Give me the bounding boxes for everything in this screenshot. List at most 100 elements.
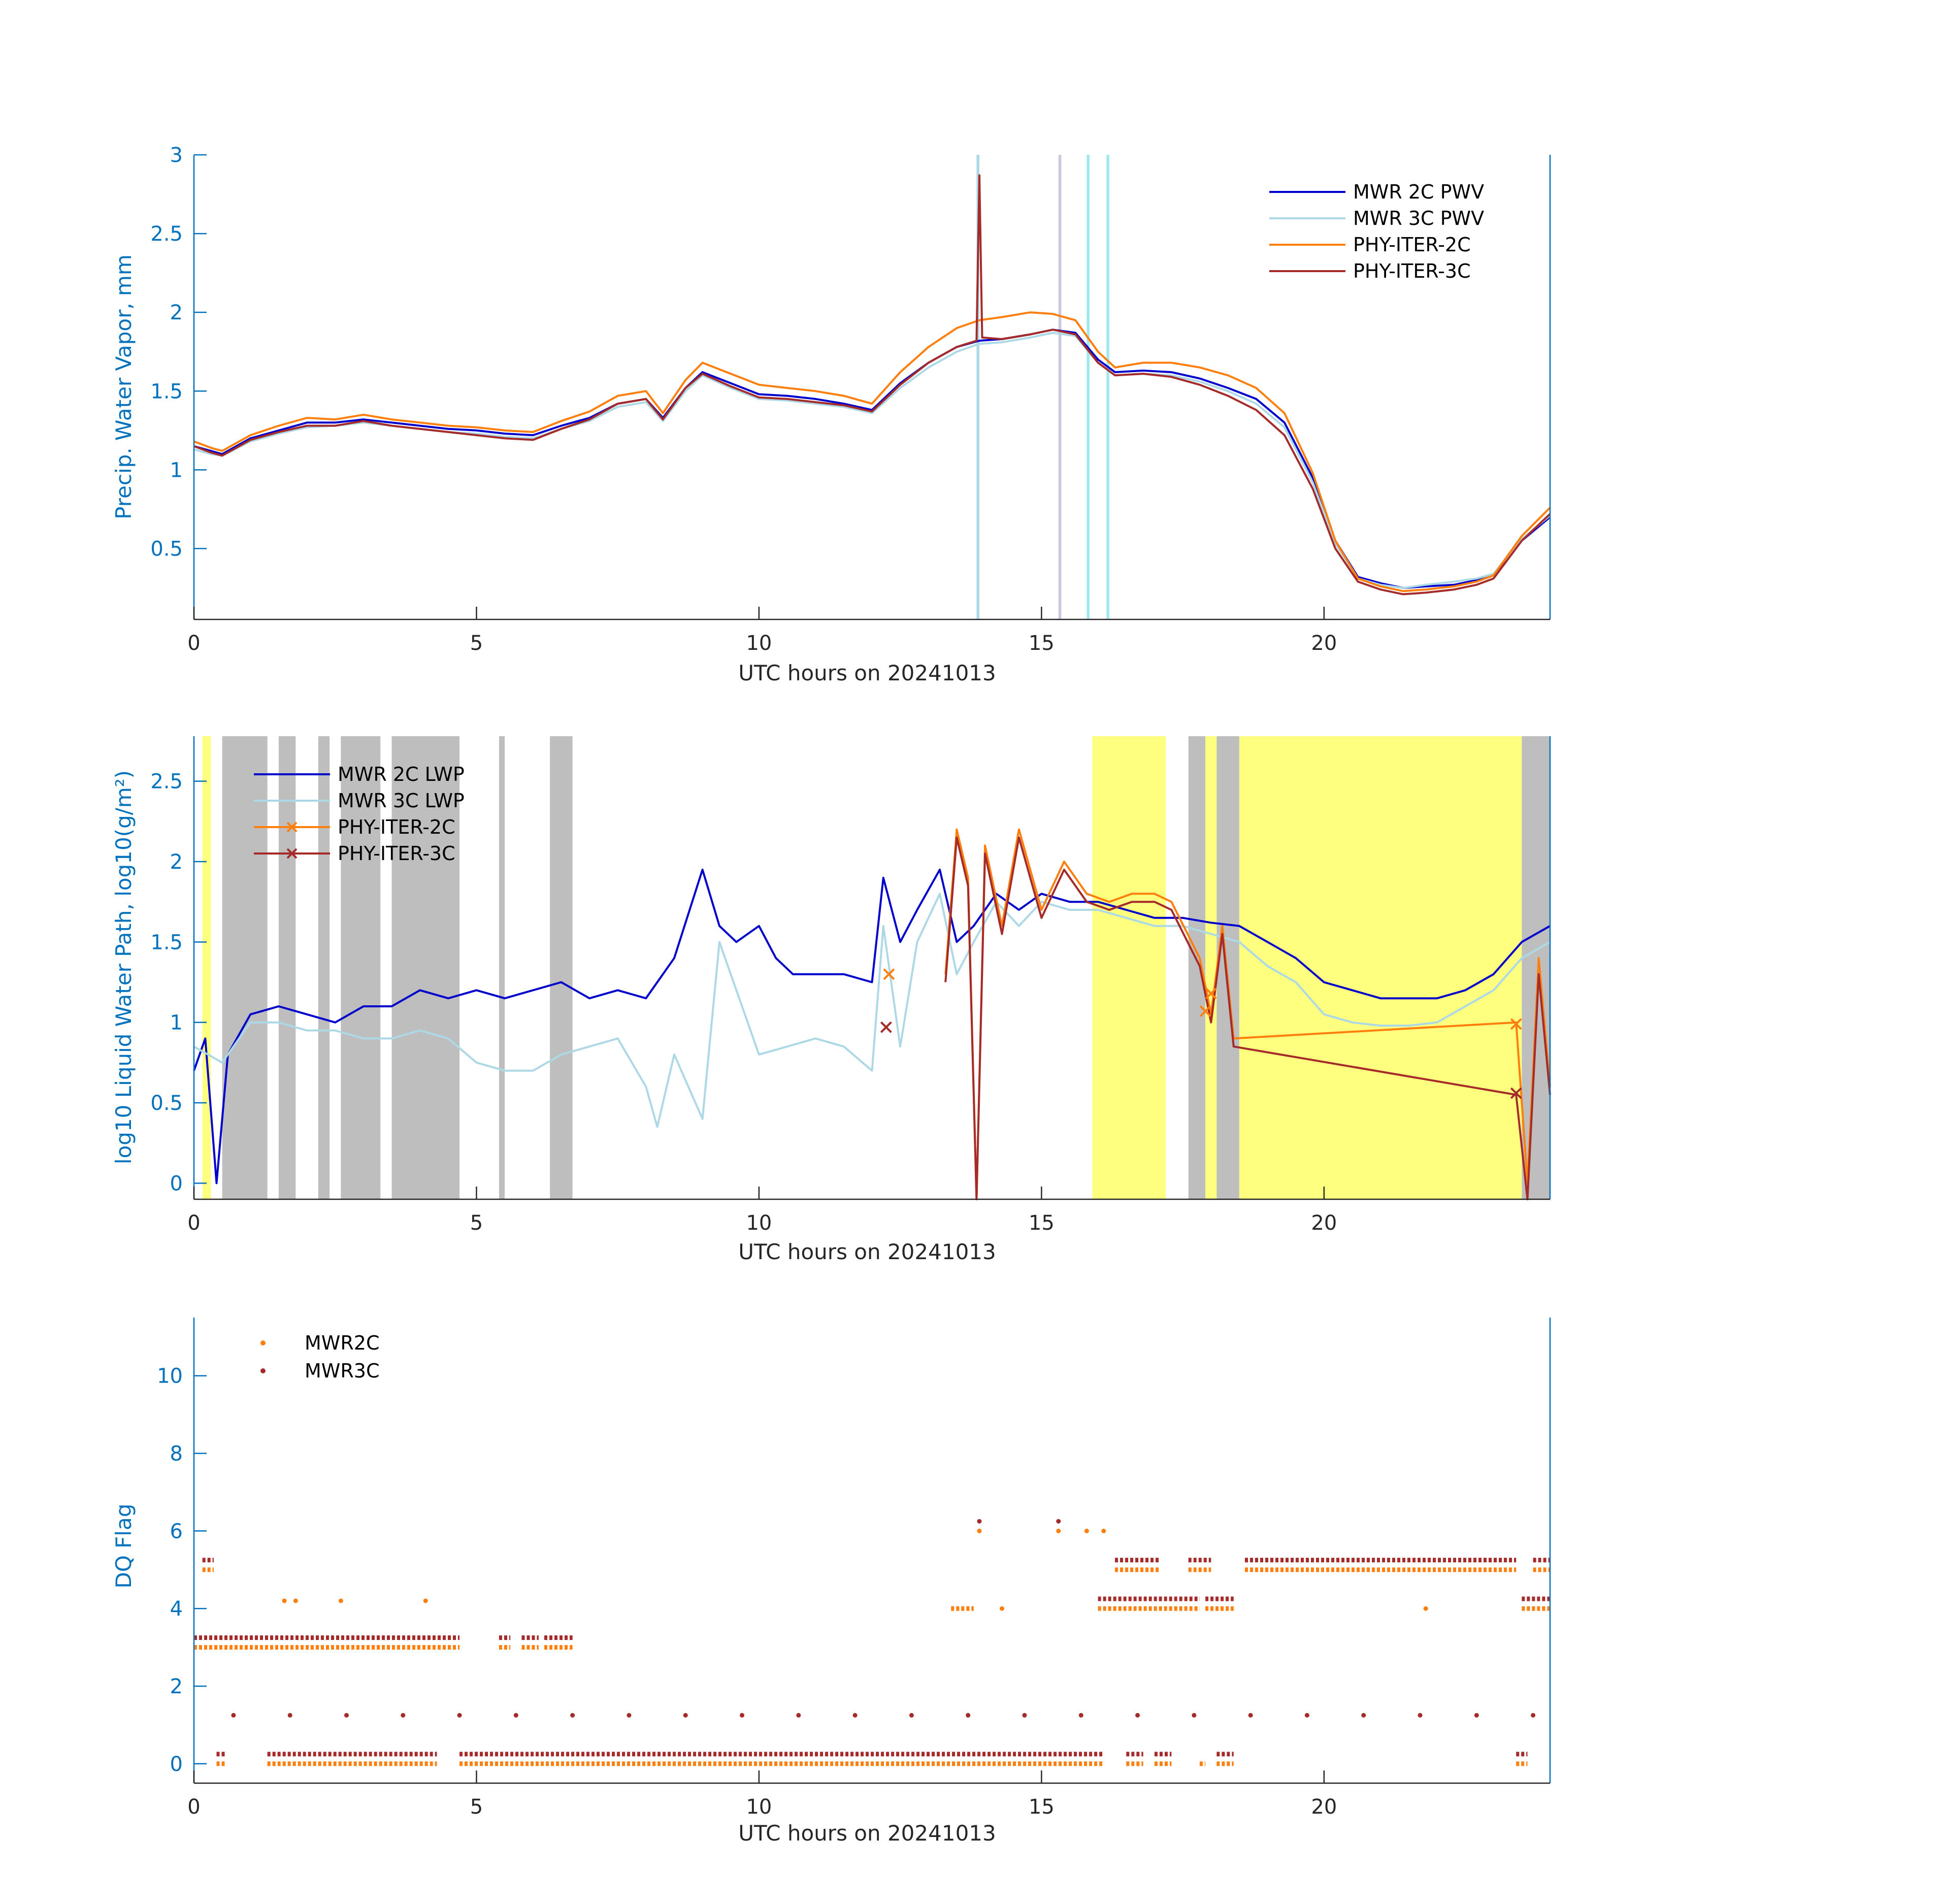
pwv-axes: 0.5 1 1.5 2 2.5 3 0 5 10 15 20 <box>150 144 1551 655</box>
dq-point <box>740 1713 745 1718</box>
dq-series <box>194 1519 1550 1766</box>
x-tick-label: 15 <box>1029 1795 1055 1819</box>
dq-point <box>1248 1713 1253 1718</box>
background-band <box>202 736 211 1199</box>
dq-point <box>1474 1713 1479 1718</box>
dq-point <box>627 1713 632 1718</box>
x-tick-label: 10 <box>746 1211 772 1235</box>
series-line <box>193 868 1551 1185</box>
y-tick-label: 1 <box>170 458 183 482</box>
legend-label: PHY-ITER-2C <box>338 816 455 838</box>
background-band <box>341 736 381 1199</box>
x-tick-label: 10 <box>746 1795 772 1819</box>
dq-flag-panel: 0 2 4 6 8 10 0 5 10 15 20 UTC hours on 20241013 DQ… <box>111 1318 1551 1846</box>
y-tick-label: 2 <box>170 301 183 324</box>
y-tick-label: 1 <box>170 1011 183 1035</box>
x-tick-label: 20 <box>1311 632 1337 655</box>
dq-point <box>1304 1713 1309 1718</box>
lwp-x-axis-label: UTC hours on 20241013 <box>738 1239 996 1264</box>
dq-point <box>457 1713 462 1718</box>
legend-item: PHY-ITER-3C <box>1269 260 1471 282</box>
y-tick-label: 0.5 <box>150 1092 183 1115</box>
background-band <box>222 736 268 1199</box>
x-tick-label: 20 <box>1311 1795 1337 1819</box>
x-tick-label: 15 <box>1029 1211 1055 1235</box>
dq-point <box>1056 1519 1061 1524</box>
pwv-panel: 0.5 1 1.5 2 2.5 3 0 5 10 15 20 UTC hours on 202410… <box>111 144 1551 685</box>
background-band <box>1188 736 1206 1199</box>
background-band <box>391 736 460 1199</box>
legend-label: PHY-ITER-2C <box>1353 234 1471 256</box>
dq-point <box>683 1713 688 1718</box>
dq-axes: 0 2 4 6 8 10 0 5 10 15 20 <box>157 1318 1551 1819</box>
dq-point <box>1361 1713 1366 1718</box>
dq-point <box>1078 1713 1083 1718</box>
series-line <box>193 311 1551 593</box>
dq-point <box>231 1713 236 1718</box>
x-marker <box>1510 1087 1522 1099</box>
dq-point <box>852 1713 858 1718</box>
dq-point <box>1135 1713 1140 1718</box>
dq-point <box>344 1713 349 1718</box>
background-band <box>1522 736 1550 1199</box>
dq-point <box>570 1713 575 1718</box>
lwp-background-bands <box>202 736 1550 1199</box>
dq-point <box>977 1528 982 1533</box>
dq-point <box>1101 1528 1106 1533</box>
dq-point <box>796 1713 801 1718</box>
pwv-y-axis-label: Precip. Water Vapor, mm <box>111 254 136 519</box>
series-line <box>193 174 1551 596</box>
legend-item: MWR 3C PWV <box>1269 207 1484 229</box>
legend-item: PHY-ITER-2C <box>1269 234 1471 256</box>
dq-point <box>1022 1713 1027 1718</box>
x-marker <box>880 1021 892 1033</box>
background-band <box>278 736 296 1199</box>
dq-point <box>1423 1606 1428 1611</box>
y-tick-label: 1.5 <box>150 380 183 403</box>
x-tick-label: 0 <box>187 1795 200 1819</box>
dq-point <box>287 1713 292 1718</box>
y-tick-label: 2 <box>170 1675 183 1698</box>
y-tick-label: 2.5 <box>150 770 183 794</box>
background-band <box>550 736 573 1199</box>
background-band <box>1087 155 1090 619</box>
x-tick-label: 10 <box>746 632 772 655</box>
legend-label: MWR3C <box>305 1360 379 1382</box>
legend-label: PHY-ITER-3C <box>1353 260 1471 282</box>
dq-point <box>909 1713 914 1718</box>
legend-swatch <box>260 1368 266 1373</box>
y-tick-label: 2.5 <box>150 222 183 246</box>
legend-item: MWR3C <box>260 1360 379 1382</box>
legend-item: MWR2C <box>260 1332 379 1354</box>
y-tick-label: 0 <box>170 1172 183 1195</box>
background-band <box>976 155 979 619</box>
x-marker <box>1205 988 1217 1000</box>
background-band <box>499 736 505 1199</box>
y-tick-label: 6 <box>170 1520 183 1543</box>
pwv-background-bands <box>976 155 1109 619</box>
dq-y-axis-label: DQ Flag <box>111 1504 136 1589</box>
dq-point <box>1531 1713 1536 1718</box>
legend-label: MWR 3C LWP <box>338 790 465 812</box>
legend-label: MWR 3C PWV <box>1353 207 1484 229</box>
dq-legend: MWR2C MWR3C <box>260 1332 379 1382</box>
dq-point <box>401 1713 406 1718</box>
legend-item: MWR 2C LWP <box>254 763 465 785</box>
y-tick-label: 0 <box>170 1753 183 1776</box>
legend-item: MWR 3C LWP <box>254 790 465 812</box>
dq-point <box>338 1598 343 1603</box>
dq-point <box>513 1713 518 1718</box>
background-band <box>318 736 330 1199</box>
pwv-legend: MWR 2C PWV MWR 3C PWV PHY-ITER-2C PHY-ITER-… <box>1269 181 1484 282</box>
x-tick-label: 0 <box>187 632 200 655</box>
y-tick-label: 1.5 <box>150 931 183 954</box>
series-line <box>193 893 1551 1128</box>
background-band <box>1205 736 1217 1199</box>
x-tick-label: 5 <box>470 1211 483 1235</box>
y-tick-label: 4 <box>170 1597 183 1621</box>
lwp-markers <box>880 968 1522 1099</box>
legend-swatch <box>260 1340 266 1345</box>
dq-point <box>977 1519 982 1524</box>
lwp-panel: 0 0.5 1 1.5 2 2.5 0 5 10 15 20 UTC hours on 202410… <box>111 736 1551 1264</box>
